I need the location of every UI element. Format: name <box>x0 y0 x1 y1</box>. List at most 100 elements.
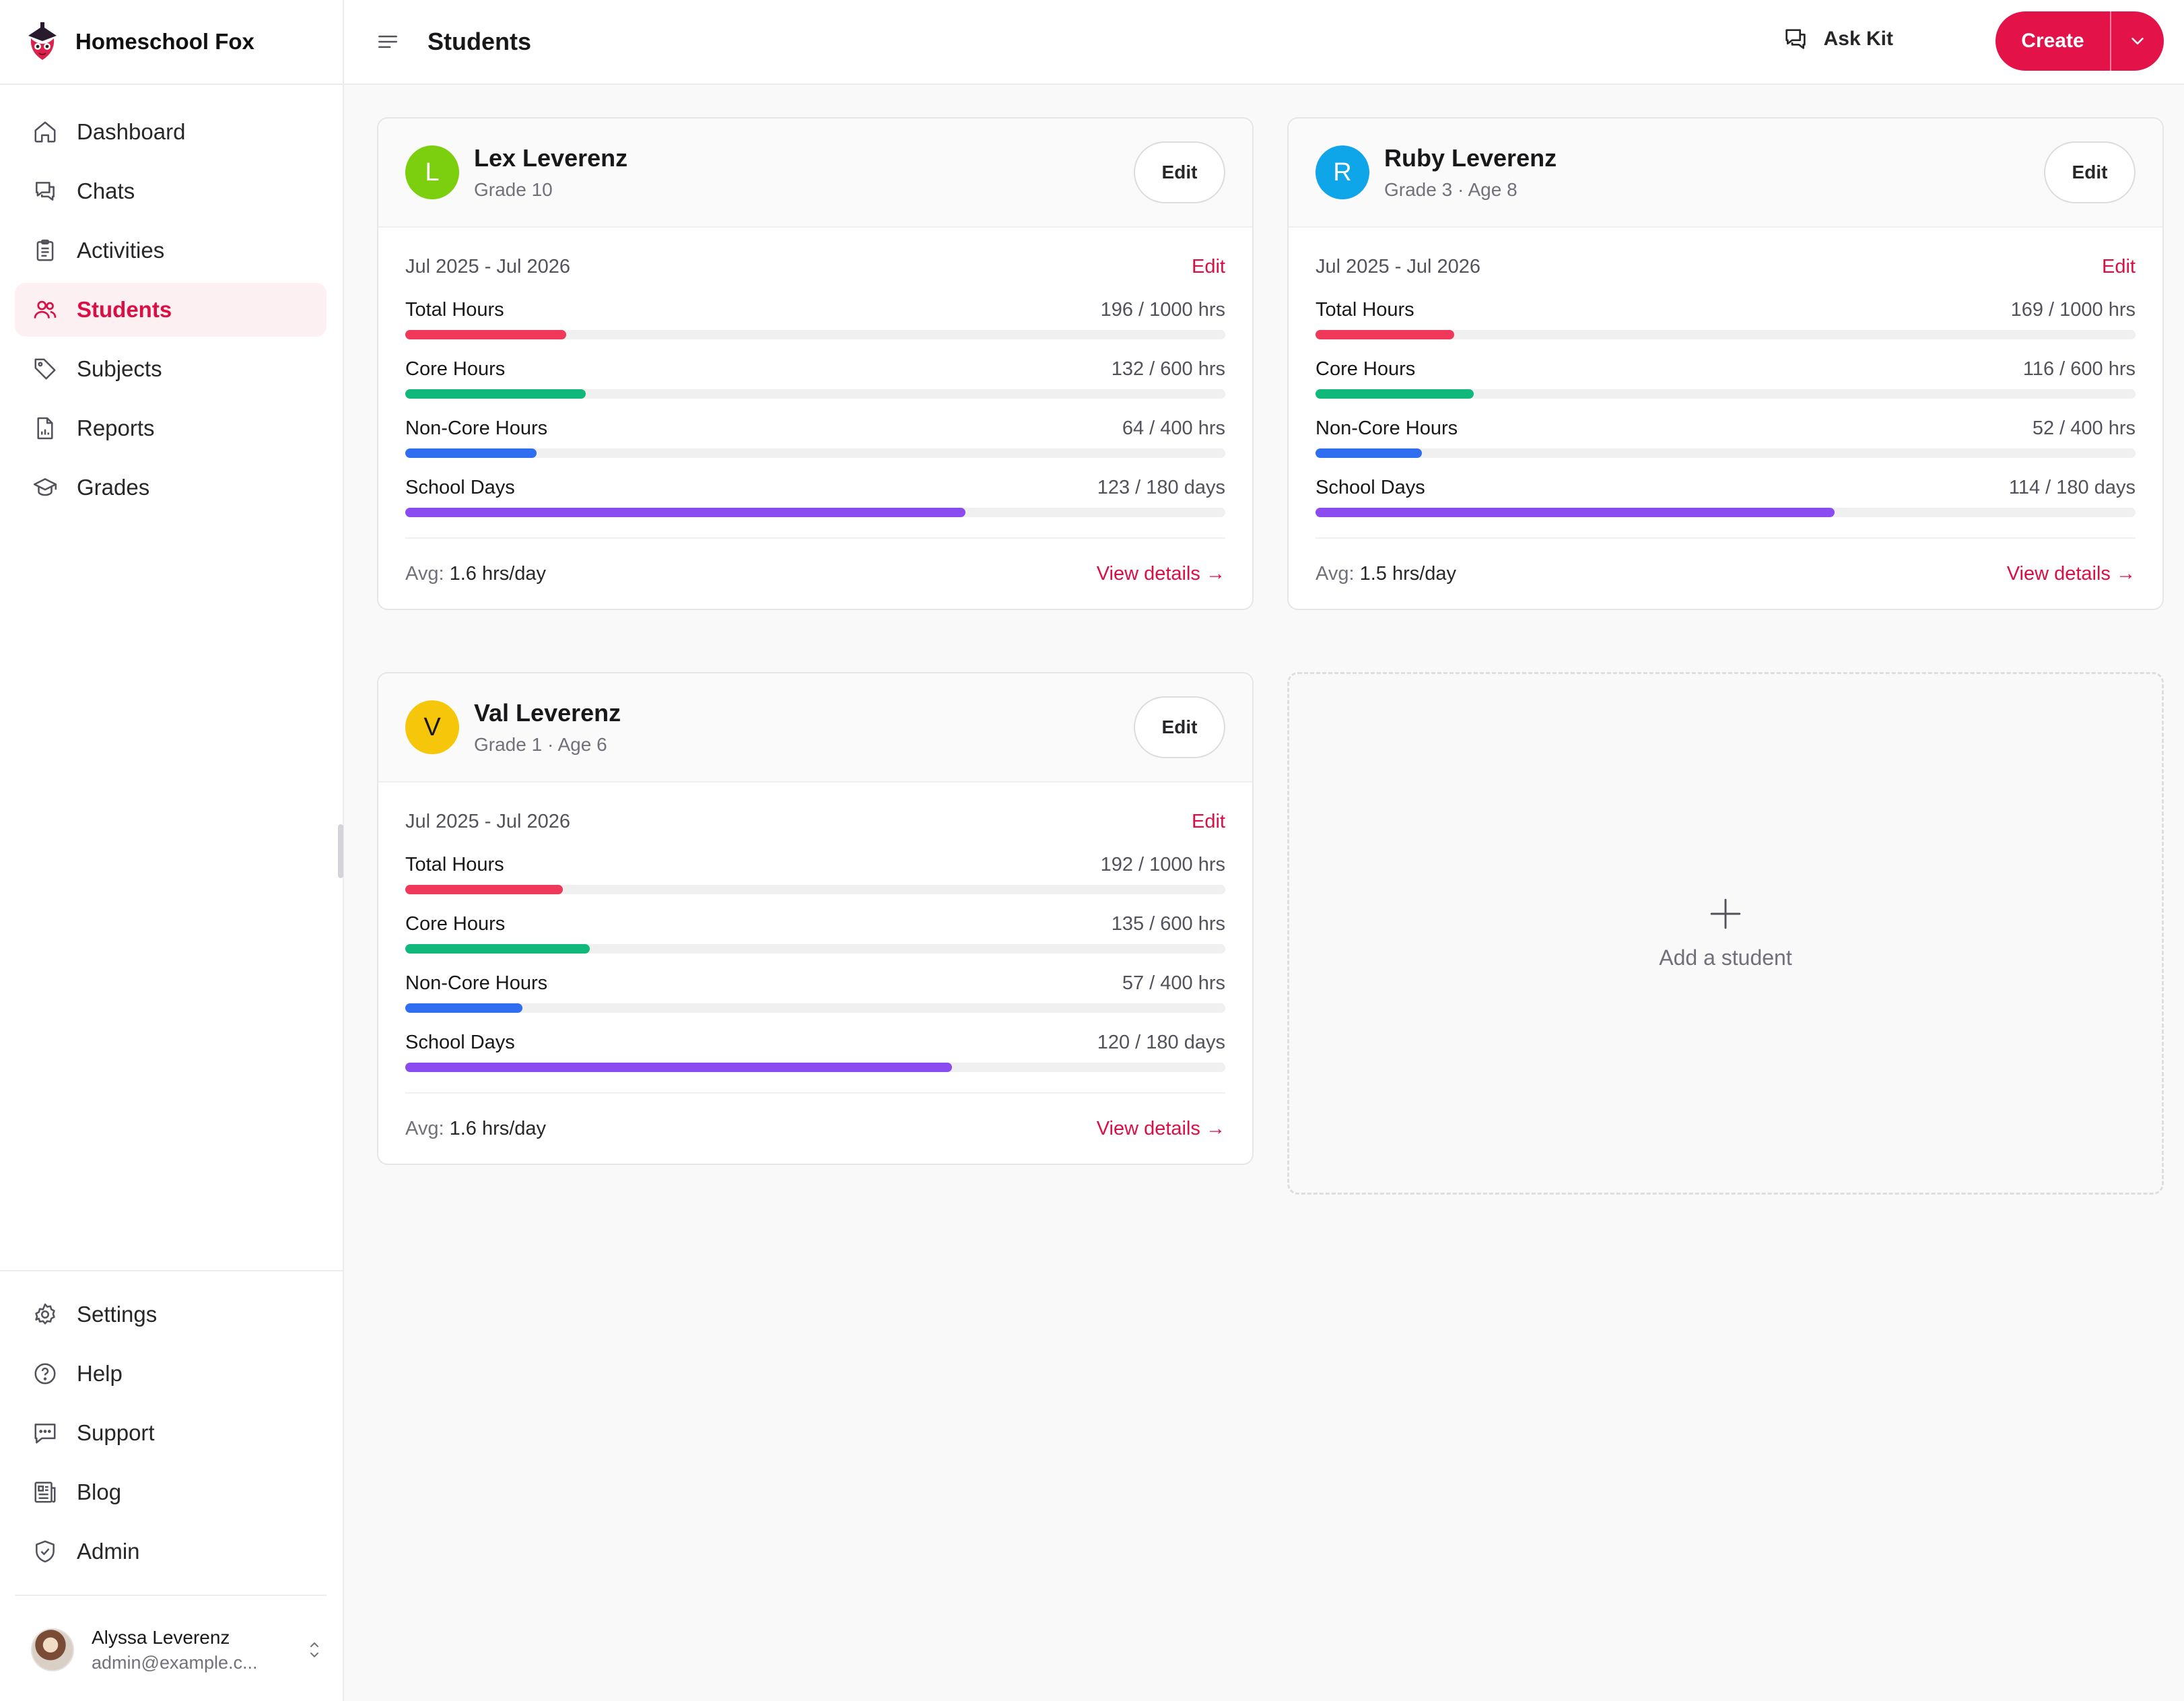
period-row: Jul 2025 - Jul 2026 Edit <box>405 256 1225 280</box>
graduation-cap-icon <box>33 478 57 496</box>
view-details-link[interactable]: View details → <box>1096 1117 1225 1139</box>
user-email: admin@example.c... <box>92 1652 258 1673</box>
metric-value: 132 / 600 hrs <box>1111 358 1225 380</box>
progress-track <box>405 1063 1225 1072</box>
student-card: L Lex Leverenz Grade 10 Edit Jul 2025 - … <box>377 117 1254 610</box>
sidebar-item-grades[interactable]: Grades <box>15 461 327 514</box>
progress-track <box>405 944 1225 954</box>
sidebar-item-dashboard[interactable]: Dashboard <box>15 105 327 159</box>
newspaper-icon <box>34 1481 56 1503</box>
ask-kit-label: Ask Kit <box>1823 28 1893 50</box>
edit-student-button[interactable]: Edit <box>2044 141 2136 203</box>
add-student-card[interactable]: Add a student <box>1287 672 2164 1195</box>
sidebar-item-label: Help <box>77 1361 123 1386</box>
progress-track <box>405 448 1225 458</box>
edit-student-button[interactable]: Edit <box>1134 696 1225 758</box>
user-menu[interactable]: Alyssa Leverenz admin@example.c... <box>31 1624 322 1675</box>
sidebar-item-help[interactable]: Help <box>15 1347 327 1401</box>
edit-period-link[interactable]: Edit <box>2102 256 2136 277</box>
chat-icon <box>36 182 55 201</box>
sidebar-item-label: Support <box>77 1420 155 1445</box>
metric-value: 135 / 600 hrs <box>1111 913 1225 935</box>
sidebar-item-support[interactable]: Support <box>15 1406 327 1460</box>
edit-student-button[interactable]: Edit <box>1134 141 1225 203</box>
school-year-period: Jul 2025 - Jul 2026 <box>1316 256 1481 277</box>
app-name: Homeschool Fox <box>75 29 254 54</box>
metric-label: Total Hours <box>1316 299 1414 321</box>
brand[interactable]: Homeschool Fox <box>0 0 343 85</box>
metric-label: School Days <box>405 1032 515 1053</box>
metric-value: 192 / 1000 hrs <box>1100 854 1225 875</box>
metric-value: 169 / 1000 hrs <box>2010 299 2136 321</box>
progress-fill <box>1316 448 1423 458</box>
student-card-body: Jul 2025 - Jul 2026 Edit Total Hours 169 … <box>1289 256 2162 609</box>
avg-label: Avg: <box>405 1117 444 1139</box>
student-avatar: V <box>405 700 459 754</box>
student-card-header: L Lex Leverenz Grade 10 Edit <box>378 119 1252 228</box>
sidebar-item-label: Students <box>77 297 172 322</box>
sidebar-item-settings[interactable]: Settings <box>15 1288 327 1341</box>
sidebar-divider <box>0 1270 343 1271</box>
sidebar-item-subjects[interactable]: Subjects <box>15 342 327 396</box>
chevron-up-down-icon <box>310 1642 318 1657</box>
progress-track <box>1316 330 2136 339</box>
progress-fill <box>405 944 590 954</box>
sidebar-resize-handle[interactable] <box>338 824 343 878</box>
sidebar-item-label: Settings <box>77 1302 158 1327</box>
avg-value: 1.5 hrs/day <box>1359 562 1457 585</box>
progress-fill <box>405 508 965 517</box>
plus-icon <box>1710 898 1741 929</box>
view-details-link[interactable]: View details → <box>1096 562 1225 585</box>
chevron-down-icon <box>2131 38 2144 44</box>
gear-icon <box>35 1303 55 1325</box>
user-info: Alyssa Leverenz admin@example.c... <box>92 1627 258 1673</box>
edit-period-link[interactable]: Edit <box>1192 811 1225 832</box>
sidebar-item-label: Grades <box>77 475 150 500</box>
view-details-link[interactable]: View details → <box>2006 562 2136 585</box>
average-hours: Avg: 1.5 hrs/day <box>1316 563 1456 585</box>
sidebar-item-activities[interactable]: Activities <box>15 224 327 277</box>
sidebar-item-label: Reports <box>77 415 155 440</box>
sidebar-item-admin[interactable]: Admin <box>15 1525 327 1578</box>
metric-core-hours: Core Hours 132 / 600 hrs <box>405 358 1225 399</box>
school-year-period: Jul 2025 - Jul 2026 <box>405 256 571 277</box>
user-divider <box>15 1595 327 1596</box>
sidebar-item-blog[interactable]: Blog <box>15 1465 327 1519</box>
sidebar-item-reports[interactable]: Reports <box>15 401 327 455</box>
metric-value: 123 / 180 days <box>1097 477 1225 498</box>
metric-label: Total Hours <box>405 299 504 321</box>
progress-track <box>405 389 1225 399</box>
student-card-footer: Avg: 1.6 hrs/day View details → <box>405 1092 1225 1164</box>
progress-fill <box>1316 330 1454 339</box>
create-separator <box>2110 11 2111 71</box>
avg-label: Avg: <box>405 562 444 585</box>
progress-track <box>405 885 1225 894</box>
student-name: Ruby Leverenz <box>1384 144 1557 172</box>
fox-logo-icon <box>28 22 57 60</box>
metric-label: School Days <box>1316 477 1425 498</box>
student-card: R Ruby Leverenz Grade 3 · Age 8 Edit Jul… <box>1287 117 2164 610</box>
create-button[interactable]: Create <box>2021 30 2084 52</box>
shield-check-icon <box>36 1540 55 1563</box>
sidebar-item-label: Activities <box>77 238 165 263</box>
metric-label: Core Hours <box>1316 358 1416 380</box>
sidebar-item-label: Subjects <box>77 356 162 381</box>
menu-icon[interactable] <box>375 29 401 55</box>
create-dropdown-toggle[interactable] <box>2111 31 2164 51</box>
metric-value: 120 / 180 days <box>1097 1032 1225 1053</box>
student-avatar: L <box>405 145 459 199</box>
progress-track <box>405 1003 1225 1013</box>
help-circle-icon <box>34 1363 56 1385</box>
sidebar-item-students[interactable]: Students <box>15 283 327 337</box>
edit-period-link[interactable]: Edit <box>1192 256 1225 277</box>
student-meta: Grade 3 · Age 8 <box>1384 179 1517 200</box>
student-card-header: V Val Leverenz Grade 1 · Age 6 Edit <box>378 673 1252 782</box>
student-card-footer: Avg: 1.6 hrs/day View details → <box>405 537 1225 609</box>
support-chat-icon <box>34 1424 56 1444</box>
sidebar-item-chats[interactable]: Chats <box>15 164 327 218</box>
avg-value: 1.6 hrs/day <box>449 562 547 585</box>
metric-value: 196 / 1000 hrs <box>1100 299 1225 321</box>
ask-kit-button[interactable]: Ask Kit <box>1782 26 1893 53</box>
metric-core-hours: Core Hours 116 / 600 hrs <box>1316 358 2136 399</box>
student-name: Val Leverenz <box>474 699 621 727</box>
